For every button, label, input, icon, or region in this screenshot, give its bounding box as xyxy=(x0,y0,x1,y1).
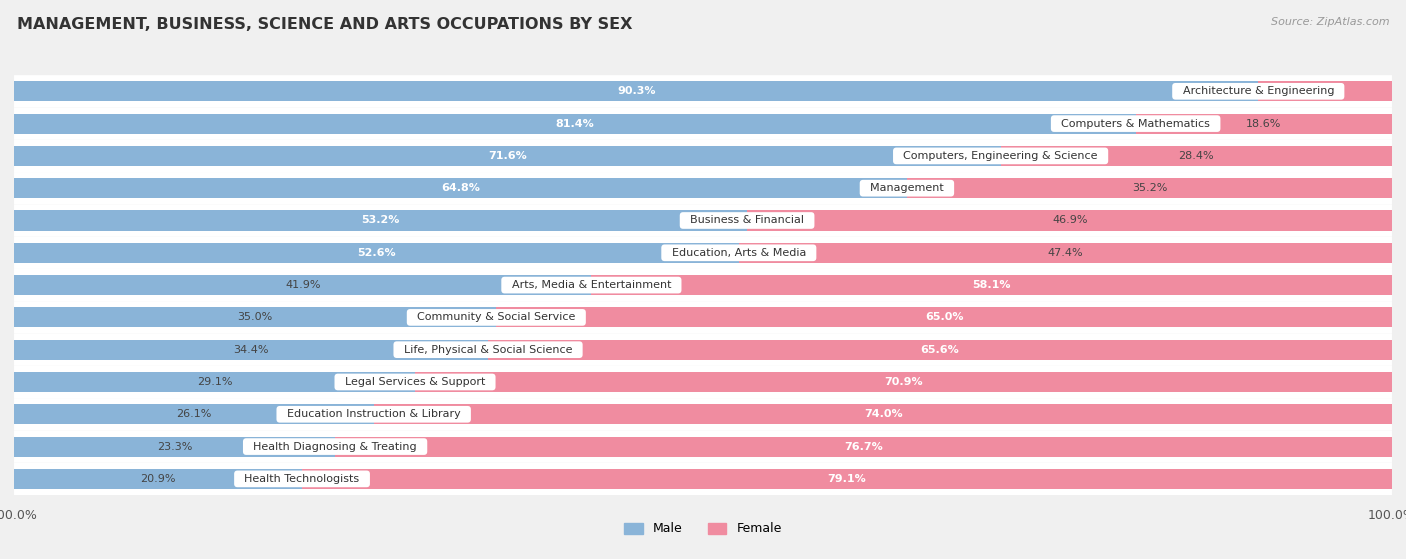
FancyBboxPatch shape xyxy=(14,172,1392,205)
FancyBboxPatch shape xyxy=(14,236,1392,269)
Text: Education Instruction & Library: Education Instruction & Library xyxy=(280,409,468,419)
Bar xyxy=(14,307,496,328)
Text: Business & Financial: Business & Financial xyxy=(683,215,811,225)
Text: Source: ZipAtlas.com: Source: ZipAtlas.com xyxy=(1271,17,1389,27)
Bar xyxy=(14,146,1001,166)
Bar xyxy=(14,81,1258,101)
FancyBboxPatch shape xyxy=(14,75,1392,107)
Bar xyxy=(1258,81,1392,101)
Text: 76.7%: 76.7% xyxy=(844,442,883,452)
Text: MANAGEMENT, BUSINESS, SCIENCE AND ARTS OCCUPATIONS BY SEX: MANAGEMENT, BUSINESS, SCIENCE AND ARTS O… xyxy=(17,17,633,32)
Text: Computers & Mathematics: Computers & Mathematics xyxy=(1054,119,1218,129)
Text: Health Technologists: Health Technologists xyxy=(238,474,367,484)
Text: 74.0%: 74.0% xyxy=(865,409,903,419)
Bar xyxy=(14,275,592,295)
Legend: Male, Female: Male, Female xyxy=(619,518,787,541)
Text: Life, Physical & Social Science: Life, Physical & Social Science xyxy=(396,345,579,355)
Text: Education, Arts & Media: Education, Arts & Media xyxy=(665,248,813,258)
Text: 65.6%: 65.6% xyxy=(921,345,959,355)
Text: Arts, Media & Entertainment: Arts, Media & Entertainment xyxy=(505,280,678,290)
Text: 65.0%: 65.0% xyxy=(925,312,963,323)
Text: Architecture & Engineering: Architecture & Engineering xyxy=(1175,86,1341,96)
Bar xyxy=(14,437,335,457)
Bar xyxy=(14,404,374,424)
Text: 79.1%: 79.1% xyxy=(828,474,866,484)
Bar xyxy=(14,340,488,359)
Text: 46.9%: 46.9% xyxy=(1053,215,1088,225)
Bar xyxy=(415,372,1392,392)
Text: 81.4%: 81.4% xyxy=(555,119,595,129)
Text: 26.1%: 26.1% xyxy=(176,409,211,419)
Text: 18.6%: 18.6% xyxy=(1246,119,1281,129)
FancyBboxPatch shape xyxy=(14,463,1392,495)
Text: 64.8%: 64.8% xyxy=(441,183,479,193)
Text: 52.6%: 52.6% xyxy=(357,248,395,258)
FancyBboxPatch shape xyxy=(14,301,1392,334)
Bar xyxy=(335,437,1392,457)
Bar xyxy=(374,404,1393,424)
Text: Health Diagnosing & Treating: Health Diagnosing & Treating xyxy=(246,442,425,452)
FancyBboxPatch shape xyxy=(14,205,1392,236)
Text: 58.1%: 58.1% xyxy=(973,280,1011,290)
FancyBboxPatch shape xyxy=(14,107,1392,140)
Text: 53.2%: 53.2% xyxy=(361,215,399,225)
FancyBboxPatch shape xyxy=(14,398,1392,430)
Text: 28.4%: 28.4% xyxy=(1178,151,1215,161)
Bar xyxy=(14,469,302,489)
Bar xyxy=(14,113,1136,134)
Bar xyxy=(1001,146,1392,166)
FancyBboxPatch shape xyxy=(14,366,1392,398)
FancyBboxPatch shape xyxy=(14,140,1392,172)
Text: Community & Social Service: Community & Social Service xyxy=(411,312,582,323)
FancyBboxPatch shape xyxy=(14,430,1392,463)
Bar xyxy=(14,372,415,392)
Text: 90.3%: 90.3% xyxy=(617,86,655,96)
Text: 71.6%: 71.6% xyxy=(488,151,527,161)
Text: 9.7%: 9.7% xyxy=(1310,86,1340,96)
Text: Computers, Engineering & Science: Computers, Engineering & Science xyxy=(897,151,1105,161)
Bar xyxy=(907,178,1392,198)
Bar xyxy=(302,469,1392,489)
FancyBboxPatch shape xyxy=(14,269,1392,301)
Text: 41.9%: 41.9% xyxy=(285,280,321,290)
Bar xyxy=(496,307,1392,328)
Bar xyxy=(738,243,1392,263)
Bar xyxy=(747,211,1393,230)
Bar xyxy=(1136,113,1392,134)
Text: Legal Services & Support: Legal Services & Support xyxy=(337,377,492,387)
Text: 34.4%: 34.4% xyxy=(233,345,269,355)
Text: 70.9%: 70.9% xyxy=(884,377,922,387)
Text: Management: Management xyxy=(863,183,950,193)
Text: 35.2%: 35.2% xyxy=(1132,183,1167,193)
Bar xyxy=(488,340,1392,359)
Text: 20.9%: 20.9% xyxy=(141,474,176,484)
Text: 29.1%: 29.1% xyxy=(197,377,232,387)
Bar xyxy=(14,178,907,198)
Text: 23.3%: 23.3% xyxy=(157,442,193,452)
Text: 35.0%: 35.0% xyxy=(238,312,273,323)
Bar xyxy=(14,211,747,230)
Text: 47.4%: 47.4% xyxy=(1047,248,1083,258)
Bar xyxy=(592,275,1392,295)
FancyBboxPatch shape xyxy=(14,334,1392,366)
Bar xyxy=(14,243,738,263)
